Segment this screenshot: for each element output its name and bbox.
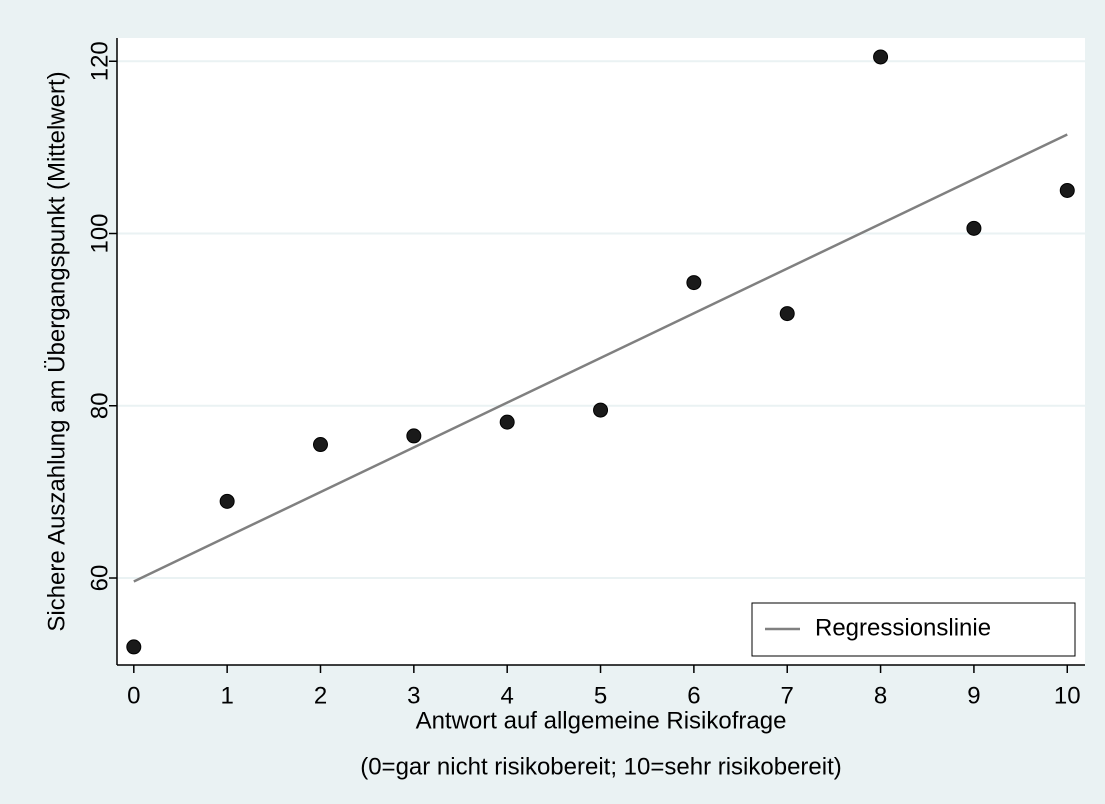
scatter-point: [873, 49, 889, 65]
x-axis-label: Antwort auf allgemeine Risikofrage: [416, 707, 787, 734]
scatter-point: [593, 402, 609, 418]
scatter-point: [1059, 182, 1075, 198]
scatter-point: [779, 306, 795, 322]
x-tick-label: 6: [687, 682, 700, 709]
x-tick-label: 0: [127, 682, 140, 709]
scatter-point: [966, 220, 982, 236]
scatter-point: [219, 493, 235, 509]
x-tick-label: 7: [781, 682, 794, 709]
x-axis-label: (0=gar nicht risikobereit; 10=sehr risik…: [360, 753, 842, 780]
scatter-point: [126, 639, 142, 655]
x-tick-label: 9: [967, 682, 980, 709]
plot-area: [117, 38, 1085, 665]
y-tick-label: 100: [86, 213, 113, 253]
x-tick-label: 2: [314, 682, 327, 709]
regression-line: [133, 133, 1068, 583]
y-tick-label: 80: [86, 392, 113, 419]
scatter-point: [312, 437, 328, 453]
legend-label: Regressionslinie: [815, 614, 991, 641]
y-axis-label: Sichere Auszahlung am Übergangspunkt (Mi…: [43, 71, 70, 631]
scatter-point: [499, 414, 515, 430]
y-tick-label: 120: [86, 41, 113, 81]
x-tick-label: 5: [594, 682, 607, 709]
x-tick-label: 1: [220, 682, 233, 709]
x-tick-label: 4: [501, 682, 514, 709]
y-tick-label: 60: [86, 565, 113, 592]
x-tick-label: 10: [1054, 682, 1081, 709]
legend-box: [751, 602, 1076, 657]
x-tick-label: 3: [407, 682, 420, 709]
scatter-point: [686, 275, 702, 291]
scatter-point: [406, 428, 422, 444]
x-tick-label: 8: [874, 682, 887, 709]
